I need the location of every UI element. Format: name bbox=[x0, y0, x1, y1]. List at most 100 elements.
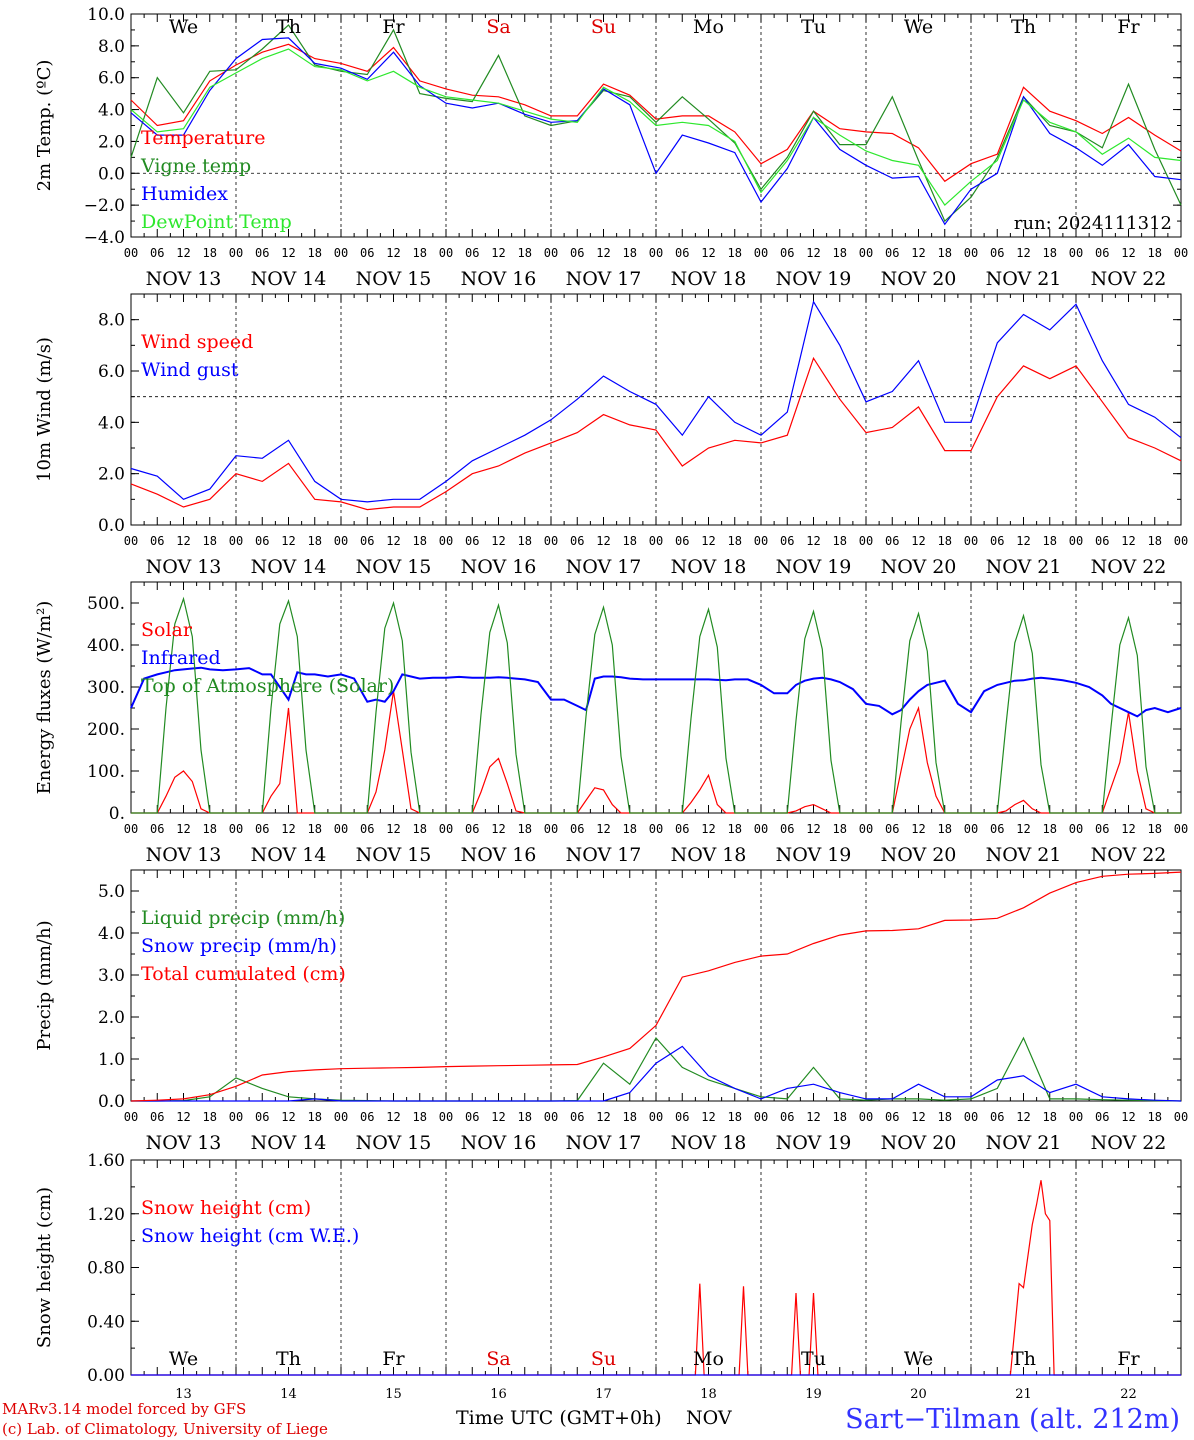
hour-tick-label: 12 bbox=[386, 1110, 400, 1124]
y-tick-label: 300. bbox=[87, 678, 125, 698]
hour-tick-label: 18 bbox=[1148, 534, 1162, 548]
hour-tick-label: 12 bbox=[1016, 246, 1030, 260]
series-line-1 bbox=[130, 666, 1182, 718]
weekday-label: Mo bbox=[693, 1348, 724, 1370]
hour-tick-label: 18 bbox=[1148, 246, 1162, 260]
day-number-label: 14 bbox=[280, 1387, 297, 1402]
legend-entry: Liquid precip (mm/h) bbox=[141, 907, 345, 929]
hour-tick-label: 12 bbox=[281, 246, 295, 260]
hour-tick-label: 18 bbox=[623, 534, 637, 548]
hour-tick-label: 18 bbox=[1043, 534, 1057, 548]
hour-tick-label: 12 bbox=[491, 246, 505, 260]
panels-group: −4.0 −2.0 0.0 2.0 4.0 6.0 8.0 10.0 2m Temp. (ºC)… bbox=[34, 5, 1188, 1402]
hour-tick-label: 06 bbox=[360, 246, 374, 260]
hour-tick-label: 12 bbox=[176, 822, 190, 836]
hour-tick-label: 06 bbox=[1095, 246, 1109, 260]
hour-tick-label: 06 bbox=[675, 534, 689, 548]
hour-tick-label: 00 bbox=[229, 1110, 243, 1124]
legend-entry: DewPoint Temp bbox=[141, 211, 292, 233]
panel-0: −4.0 −2.0 0.0 2.0 4.0 6.0 8.0 10.0 2m Temp. (ºC)… bbox=[34, 5, 1188, 290]
date-label: NOV 20 bbox=[881, 844, 957, 866]
hour-tick-label: 06 bbox=[255, 246, 269, 260]
hour-tick-label: 00 bbox=[229, 822, 243, 836]
y-tick-label: 1.60 bbox=[87, 1151, 125, 1171]
hour-tick-label: 00 bbox=[1174, 534, 1188, 548]
hour-tick-label: 18 bbox=[518, 534, 532, 548]
hour-tick-label: 00 bbox=[1069, 534, 1083, 548]
hour-tick-label: 06 bbox=[1095, 1110, 1109, 1124]
hour-tick-label: 00 bbox=[859, 534, 873, 548]
hour-tick-label: 12 bbox=[701, 1110, 715, 1124]
legend-entry: Wind speed bbox=[141, 331, 253, 353]
hour-tick-label: 00 bbox=[544, 822, 558, 836]
series-line-1 bbox=[130, 24, 1182, 223]
hour-tick-label: 06 bbox=[885, 534, 899, 548]
weekday-label: Th bbox=[276, 1348, 301, 1370]
legend-entry: Infrared bbox=[141, 647, 221, 669]
y-axis-label: Energy fluxes (W/m²) bbox=[34, 601, 55, 795]
hour-tick-label: 00 bbox=[649, 822, 663, 836]
hour-tick-label: 06 bbox=[255, 822, 269, 836]
date-label: NOV 15 bbox=[356, 556, 432, 578]
hour-tick-label: 12 bbox=[176, 534, 190, 548]
y-tick-label: 1.0 bbox=[98, 1050, 125, 1070]
hour-tick-label: 12 bbox=[491, 822, 505, 836]
hour-tick-label: 00 bbox=[124, 1110, 138, 1124]
weekday-label: Tu bbox=[801, 1348, 826, 1370]
hour-tick-label: 12 bbox=[1016, 1110, 1030, 1124]
y-tick-label: 8.0 bbox=[98, 311, 125, 331]
series-line-2 bbox=[130, 37, 1182, 226]
day-number-label: 18 bbox=[700, 1387, 717, 1402]
hour-tick-label: 06 bbox=[255, 1110, 269, 1124]
date-label: NOV 22 bbox=[1091, 268, 1167, 290]
y-tick-label: 10.0 bbox=[87, 5, 125, 25]
hour-tick-label: 06 bbox=[885, 822, 899, 836]
weekday-label: Th bbox=[1011, 1348, 1036, 1370]
hour-tick-label: 00 bbox=[649, 1110, 663, 1124]
hour-tick-label: 00 bbox=[334, 534, 348, 548]
date-label: NOV 17 bbox=[566, 556, 642, 578]
hour-tick-label: 12 bbox=[911, 822, 925, 836]
hour-tick-label: 12 bbox=[386, 822, 400, 836]
panel-3: 0.0 1.0 2.0 3.0 4.0 5.0 Precip (mm/h) 00 06 12 18 N… bbox=[34, 869, 1188, 1154]
y-tick-label: 0.0 bbox=[98, 164, 125, 184]
weekday-label: Fr bbox=[1117, 1348, 1140, 1370]
hour-tick-label: 06 bbox=[570, 246, 584, 260]
y-axis-label: 10m Wind (m/s) bbox=[34, 337, 55, 482]
hour-tick-label: 12 bbox=[1121, 822, 1135, 836]
hour-tick-label: 06 bbox=[570, 1110, 584, 1124]
hour-tick-label: 00 bbox=[649, 246, 663, 260]
date-label: NOV 14 bbox=[251, 1132, 327, 1154]
date-label: NOV 16 bbox=[461, 268, 537, 290]
date-label: NOV 13 bbox=[146, 1132, 222, 1154]
hour-tick-label: 18 bbox=[413, 534, 427, 548]
series-line-0 bbox=[131, 1036, 1182, 1102]
series-line-2 bbox=[130, 871, 1182, 1102]
hour-tick-label: 18 bbox=[308, 1110, 322, 1124]
hour-tick-label: 12 bbox=[701, 534, 715, 548]
hour-tick-label: 06 bbox=[570, 822, 584, 836]
legend-entry: Snow height (cm) bbox=[141, 1197, 311, 1219]
hour-tick-label: 00 bbox=[1069, 1110, 1083, 1124]
hour-tick-label: 18 bbox=[1148, 822, 1162, 836]
hour-tick-label: 12 bbox=[596, 822, 610, 836]
hour-tick-label: 00 bbox=[754, 246, 768, 260]
legend-entry: Temperature bbox=[141, 127, 265, 149]
hour-tick-label: 12 bbox=[806, 246, 820, 260]
y-tick-label: 2.0 bbox=[98, 1008, 125, 1028]
legend-entry: Snow height (cm W.E.) bbox=[141, 1225, 359, 1247]
date-label: NOV 21 bbox=[986, 556, 1062, 578]
hour-tick-label: 00 bbox=[964, 246, 978, 260]
hour-tick-label: 12 bbox=[281, 1110, 295, 1124]
hour-tick-label: 00 bbox=[334, 1110, 348, 1124]
hour-tick-label: 18 bbox=[833, 246, 847, 260]
date-label: NOV 20 bbox=[881, 1132, 957, 1154]
date-label: NOV 15 bbox=[356, 268, 432, 290]
hour-tick-label: 00 bbox=[124, 534, 138, 548]
hour-tick-label: 18 bbox=[833, 822, 847, 836]
y-tick-label: 400. bbox=[87, 636, 125, 656]
hour-tick-label: 18 bbox=[728, 822, 742, 836]
y-tick-label: 4.0 bbox=[98, 101, 125, 121]
hour-tick-label: 18 bbox=[413, 1110, 427, 1124]
